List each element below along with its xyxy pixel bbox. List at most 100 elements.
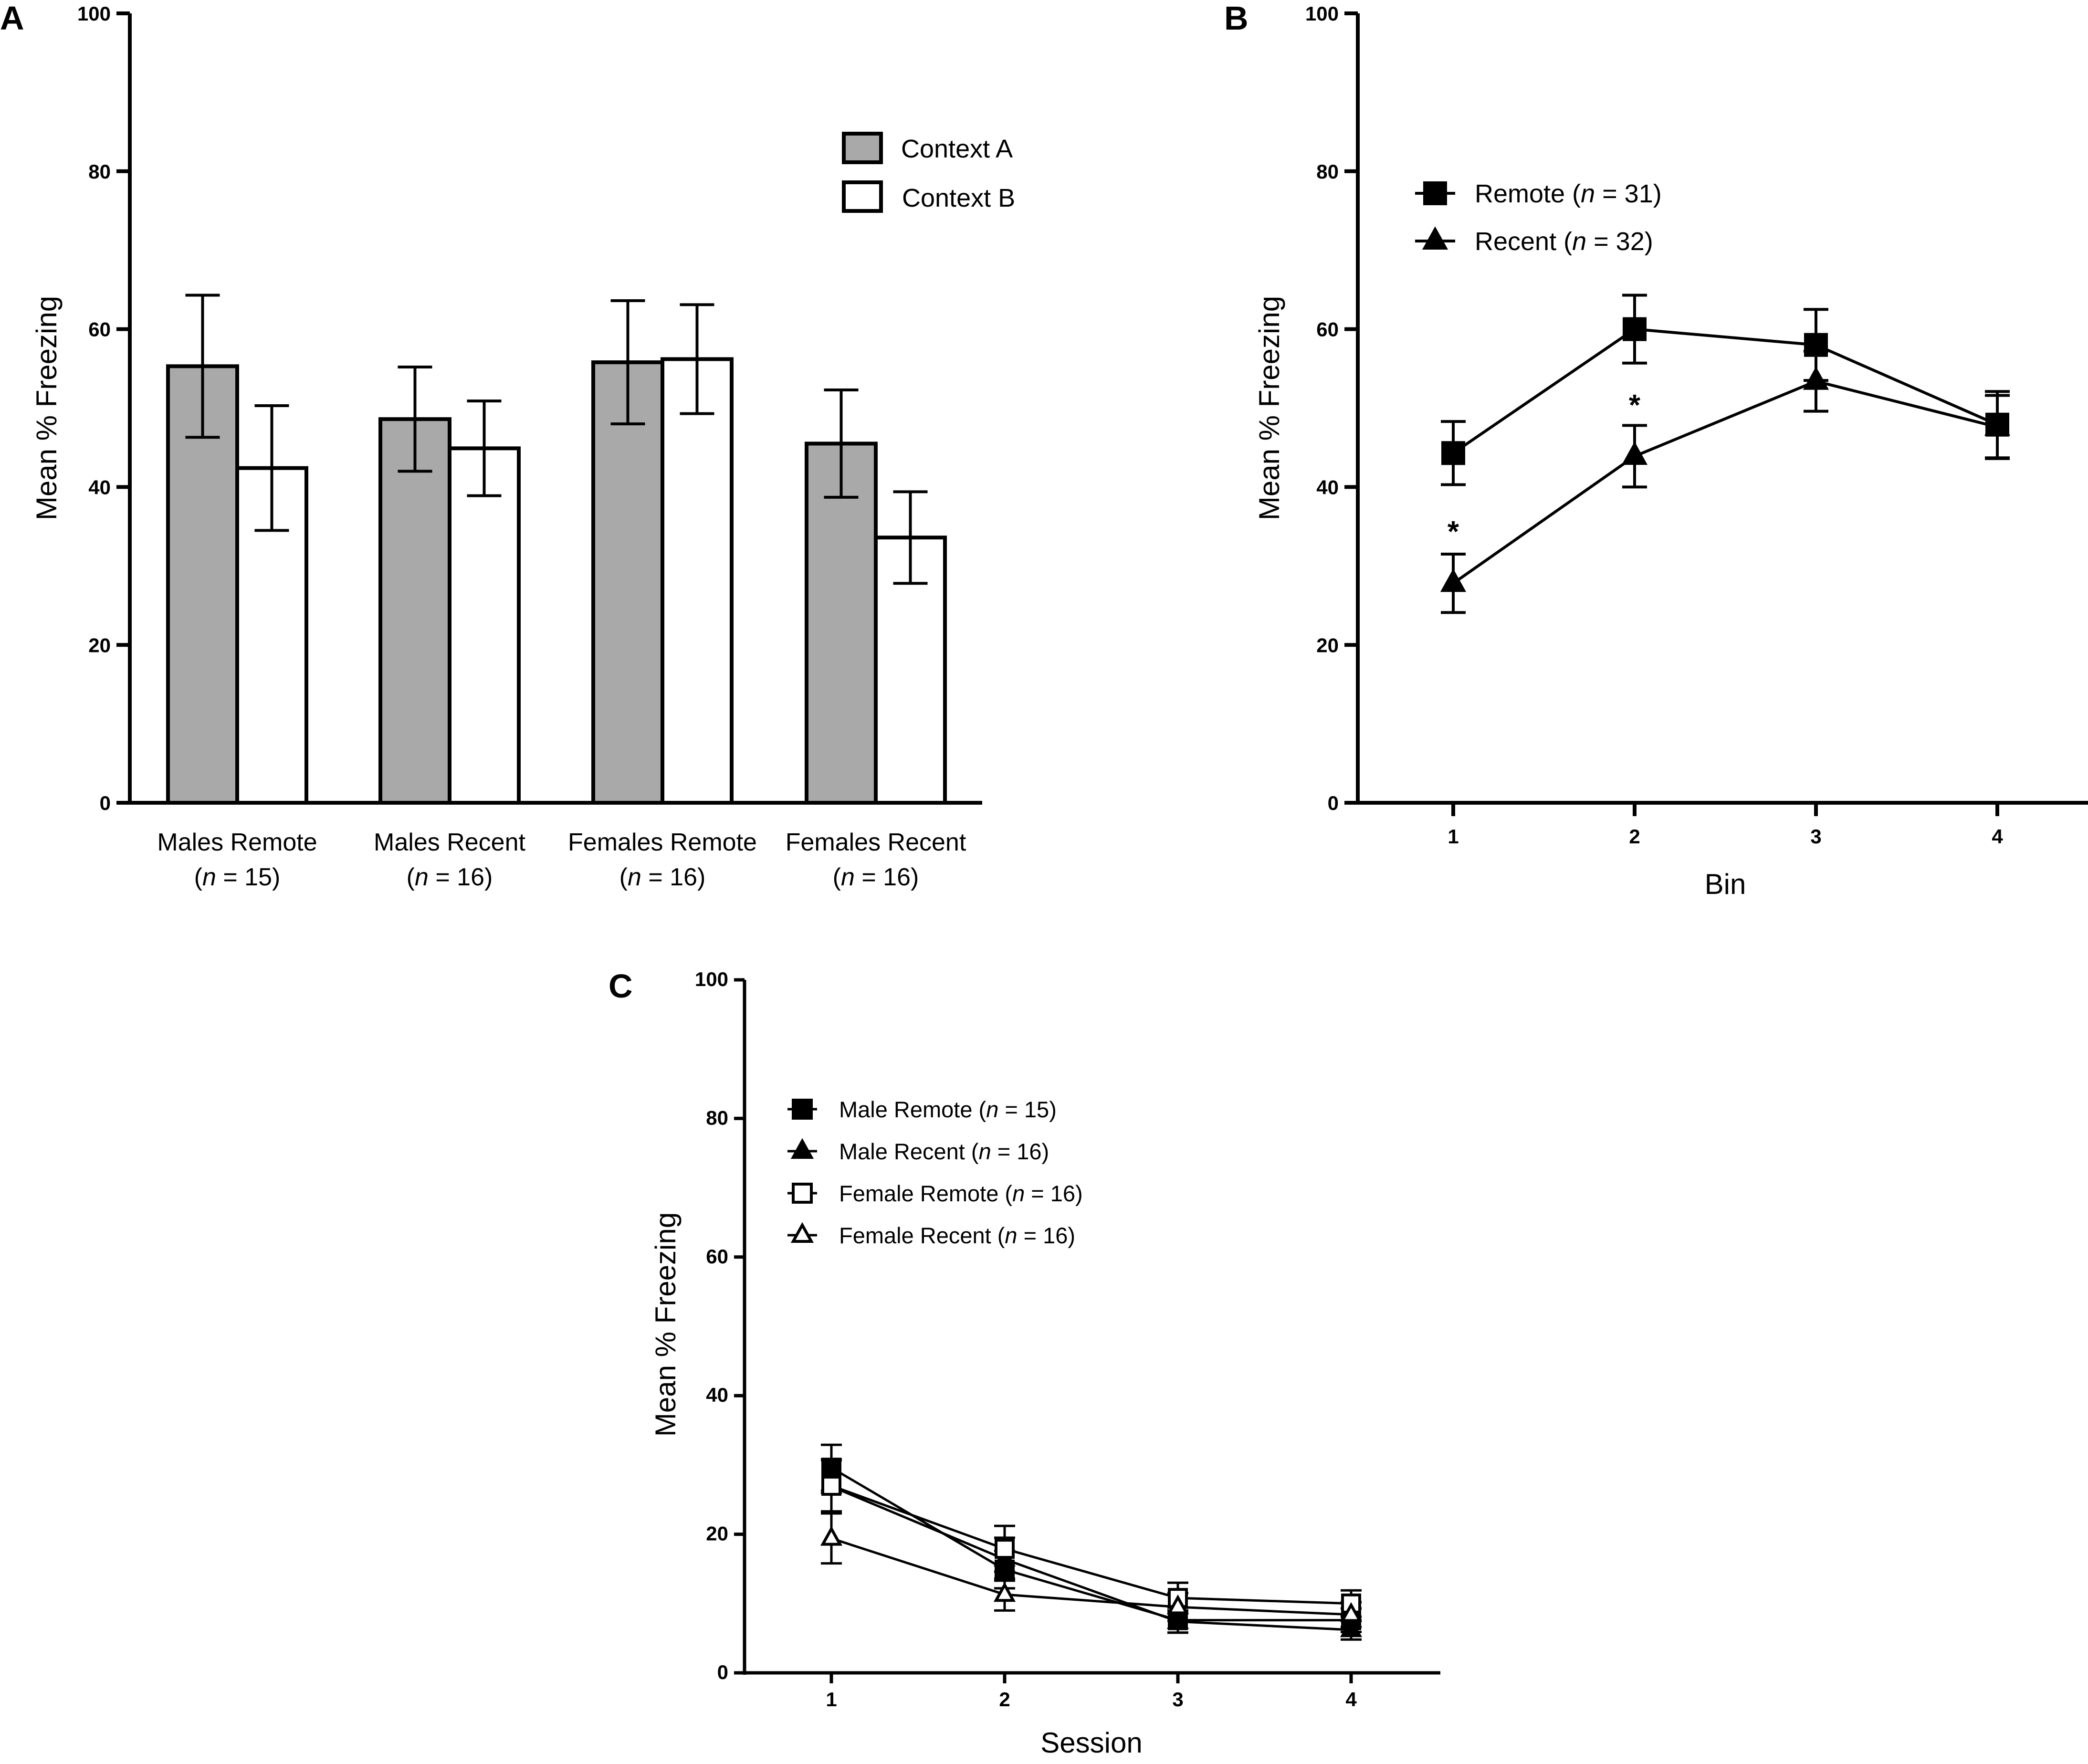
x-tick-label: 1 [1448, 825, 1458, 848]
x-tick-label: 1 [826, 1688, 837, 1711]
y-tick-label: 100 [1305, 2, 1339, 25]
category-n-label: (n = 16) [407, 863, 493, 891]
legend-label-female-remote: Female Remote (n = 16) [839, 1181, 1083, 1206]
series-line-remote [1452, 327, 1998, 454]
marker-male-remote [821, 1458, 841, 1478]
category-label: Males Remote [157, 829, 317, 856]
legend-marker-male-remote [792, 1099, 813, 1120]
legend-marker-female-remote [792, 1183, 813, 1204]
legend-label-context-b: Context B [902, 184, 1015, 212]
y-tick-label: 100 [695, 968, 728, 990]
marker-female-recent [820, 1526, 843, 1546]
series-line-recent [1452, 379, 1998, 585]
legend-swatch-context-b [842, 180, 883, 213]
y-tick-label: 100 [77, 2, 111, 25]
panel-c-x-axis-title: Session [1040, 1727, 1142, 1759]
marker-recent [1621, 441, 1648, 465]
y-tick-label: 40 [1316, 476, 1339, 499]
legend-marker-male-recent [790, 1138, 814, 1159]
y-tick-label: 0 [100, 792, 111, 814]
legend-label-male-remote: Male Remote (n = 15) [839, 1097, 1057, 1122]
panel-b-y-axis-title: Mean % Freezing [1253, 296, 1285, 520]
marker-female-recent [1166, 1594, 1189, 1615]
panel-c-letter: C [609, 967, 633, 1005]
y-tick-label: 60 [88, 318, 111, 341]
significance-marker: * [1629, 389, 1641, 422]
y-tick-label: 60 [706, 1245, 728, 1268]
y-tick-label: 0 [1328, 792, 1339, 814]
panel-a-bar-chart: A 0 20 40 60 80 100 Mean % Freezing Males Rem… [0, 0, 1015, 891]
x-tick-label: 3 [1810, 825, 1821, 848]
category-n-label: (n = 15) [194, 863, 281, 891]
panel-b-annotations: ** [1448, 389, 1641, 548]
y-tick-label: 80 [706, 1106, 728, 1129]
panel-b-letter: B [1224, 0, 1249, 37]
panel-b-legend: Remote (n = 31) Recent (n = 32) [1415, 179, 1662, 256]
panel-c-y-axis-title: Mean % Freezing [650, 1212, 682, 1437]
panel-b-y-ticks: 0 20 40 60 80 100 [1305, 2, 1358, 814]
marker-recent [1984, 412, 2011, 436]
marker-remote [1441, 441, 1465, 465]
panel-c-line-chart: C 0 20 40 60 80 100 1 2 3 4 Mean % Freezing Sess… [609, 967, 1440, 1759]
y-tick-label: 60 [1316, 318, 1339, 341]
legend-marker-female-recent [790, 1222, 814, 1243]
significance-marker: * [1448, 515, 1459, 548]
bar-context-a [378, 417, 451, 805]
panel-a-y-ticks: 0 20 40 60 80 100 [77, 2, 130, 814]
y-tick-label: 20 [1316, 634, 1339, 656]
legend-marker-recent [1422, 226, 1448, 250]
x-tick-label: 4 [1992, 825, 2003, 848]
panel-c-legend: Male Remote (n = 15) Male Recent (n = 16)… [787, 1097, 1083, 1248]
panel-b-series [1440, 294, 2011, 614]
bar-context-b [448, 446, 521, 805]
marker-recent [1803, 367, 1829, 390]
legend-marker-remote [1423, 181, 1447, 205]
legend-label-male-recent: Male Recent (n = 16) [839, 1139, 1049, 1164]
marker-female-recent [993, 1582, 1016, 1602]
category-label: Males Recent [374, 829, 525, 856]
marker-remote [1804, 333, 1828, 357]
legend-label-female-recent: Female Recent (n = 16) [839, 1223, 1075, 1248]
marker-female-remote [821, 1475, 841, 1496]
legend-swatch-context-a [842, 132, 883, 164]
marker-remote [1623, 317, 1647, 341]
series-line-female-remote [831, 1484, 1352, 1605]
series-line-male-remote [830, 1467, 1351, 1622]
y-tick-label: 80 [88, 160, 111, 183]
panel-c-series [820, 1443, 1363, 1641]
panel-a-legend: Context A Context B [842, 132, 1015, 213]
bar-context-a [591, 360, 664, 805]
legend-label-recent: Recent (n = 32) [1475, 227, 1653, 256]
series-line-male-recent [831, 1485, 1352, 1631]
marker-recent [1440, 568, 1467, 592]
bar-context-a [805, 441, 878, 805]
category-n-label: (n = 16) [619, 863, 706, 891]
legend-label-remote: Remote (n = 31) [1475, 179, 1662, 208]
y-tick-label: 40 [88, 476, 111, 499]
bar-context-b [661, 357, 734, 805]
marker-female-recent [1340, 1602, 1363, 1622]
panel-b-x-ticks: 1 2 3 4 [1448, 803, 2003, 848]
x-tick-label: 2 [999, 1688, 1010, 1711]
category-n-label: (n = 16) [833, 863, 919, 891]
marker-male-recent [1166, 1609, 1189, 1629]
x-tick-label: 3 [1172, 1688, 1183, 1711]
marker-male-recent [1340, 1617, 1363, 1638]
y-tick-label: 40 [706, 1384, 728, 1406]
panel-b-x-axis-title: Bin [1705, 868, 1746, 900]
marker-female-remote [995, 1539, 1015, 1559]
series-line-female-recent [831, 1537, 1352, 1616]
legend-label-context-a: Context A [901, 135, 1013, 163]
panel-a-bars [166, 294, 947, 805]
category-label: Females Remote [568, 829, 757, 856]
category-label: Females Recent [786, 829, 966, 856]
panel-a-category-labels: Males Remote (n = 15) Males Recent (n = 16)… [157, 829, 966, 891]
y-tick-label: 80 [1316, 160, 1339, 183]
y-tick-label: 0 [717, 1661, 728, 1683]
y-tick-label: 20 [706, 1522, 728, 1545]
panel-c-x-ticks: 1 2 3 4 [826, 1673, 1357, 1711]
x-tick-label: 4 [1345, 1688, 1357, 1711]
